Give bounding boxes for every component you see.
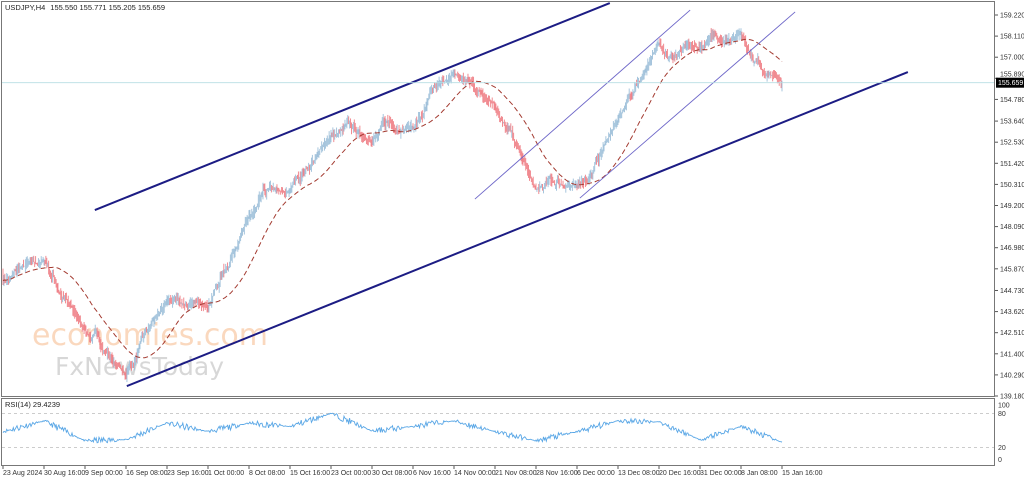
time-tick-label: 8 Jan 08:00 <box>741 470 778 477</box>
rsi-line <box>2 412 783 444</box>
watermark-fxnewstoday: FxNewsToday <box>55 352 224 381</box>
short-channel-upper-trendline[interactable] <box>474 9 691 200</box>
time-tick-label: 14 Nov 00:00 <box>454 470 496 477</box>
current-price-box <box>996 77 1024 88</box>
time-tick-label: 9 Sep 00:00 <box>85 470 123 477</box>
price-tick-label: 150.310 <box>1000 182 1024 189</box>
main-pane-border <box>1 1 995 397</box>
current-price-label: 155.659 <box>998 80 1023 87</box>
rsi-pane-border <box>1 398 995 466</box>
time-tick-label: 15 Jan 16:00 <box>782 470 823 477</box>
time-tick-label: 13 Dec 08:00 <box>618 470 660 477</box>
short-channel-lower-trendline[interactable] <box>579 11 796 199</box>
price-tick-label: 144.730 <box>1000 288 1024 295</box>
time-tick-label: 6 Dec 00:00 <box>577 470 615 477</box>
time-tick-label: 6 Nov 16:00 <box>413 470 451 477</box>
time-tick-label: 23 Oct 00:00 <box>331 470 371 477</box>
rsi-level-label: 0 <box>998 457 1002 464</box>
price-tick-label: 152.530 <box>1000 140 1024 147</box>
time-tick-label: 1 Oct 00:00 <box>208 470 244 477</box>
main-pane[interactable] <box>2 2 995 388</box>
lower-channel-trendline[interactable] <box>126 71 909 388</box>
price-tick-label: 146.980 <box>1000 245 1024 252</box>
price-tick-label: 148.090 <box>1000 224 1024 231</box>
price-tick-label: 157.000 <box>1000 55 1024 62</box>
time-tick-label: 8 Oct 08:00 <box>249 470 285 477</box>
symbol: USDJPY,H4 <box>5 3 45 12</box>
rsi-level-label: 20 <box>998 445 1006 452</box>
watermark-economies: economies.com <box>32 318 268 353</box>
rsi-label: RSI(14) 29.4239 <box>5 400 60 409</box>
time-tick-label: 16 Sep 08:00 <box>126 470 168 477</box>
price-tick-label: 158.110 <box>1000 34 1024 41</box>
price-tick-label: 151.420 <box>1000 161 1024 168</box>
price-tick-label: 145.870 <box>1000 266 1024 273</box>
time-tick-label: 28 Nov 16:00 <box>536 470 578 477</box>
price-tick-label: 149.200 <box>1000 203 1024 210</box>
price-tick-label: 159.220 <box>1000 13 1024 20</box>
moving-average-line <box>2 38 783 359</box>
price-axis[interactable]: 159.220 158.110 157.000 155.890 154.780 153.6… <box>995 13 1024 401</box>
rsi-level-label: 100 <box>998 403 1010 410</box>
price-tick-label: 143.620 <box>1000 309 1024 316</box>
symbol-label: USDJPY,H4 155.550 155.771 155.205 155.659 <box>5 3 165 12</box>
price-tick-label: 140.290 <box>1000 372 1024 379</box>
rsi-level-label: 80 <box>998 411 1006 418</box>
time-tick-label: 23 Aug 2024 <box>3 470 42 477</box>
price-tick-label: 141.400 <box>1000 351 1024 358</box>
price-tick-label: 139.180 <box>1000 394 1024 401</box>
price-tick-label: 155.890 <box>1000 72 1024 79</box>
price-tick-label: 142.510 <box>1000 330 1024 337</box>
time-tick-label: 31 Dec 00:00 <box>700 470 742 477</box>
time-tick-label: 30 Oct 08:00 <box>372 470 412 477</box>
time-tick-label: 30 Aug 16:00 <box>44 470 85 477</box>
upper-channel-trendline[interactable] <box>94 2 611 211</box>
price-tick-label: 153.640 <box>1000 119 1024 126</box>
time-tick-label: 21 Nov 08:00 <box>495 470 537 477</box>
time-tick-label: 23 Sep 16:00 <box>167 470 209 477</box>
time-tick-label: 15 Oct 16:00 <box>290 470 330 477</box>
price-tick-label: 154.780 <box>1000 97 1024 104</box>
ohlc-values: 155.550 155.771 155.205 155.659 <box>50 3 165 12</box>
time-axis[interactable]: 23 Aug 2024 30 Aug 16:00 9 Sep 00:00 16 Sep… <box>2 466 823 477</box>
time-tick-label: 20 Dec 16:00 <box>659 470 701 477</box>
